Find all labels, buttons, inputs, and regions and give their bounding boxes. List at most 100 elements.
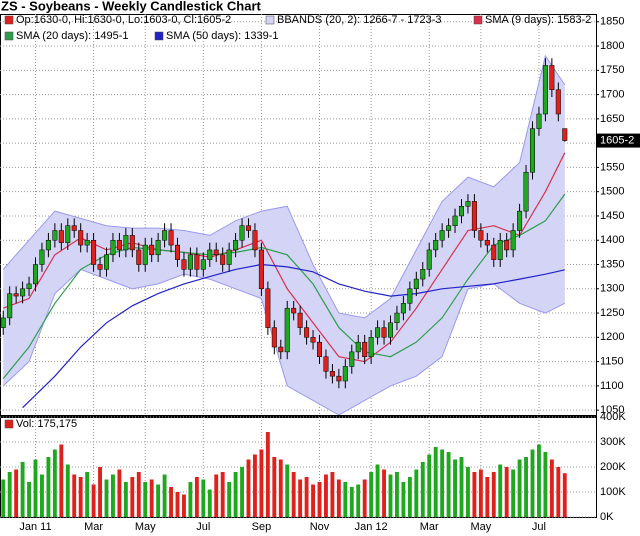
volume-bar bbox=[52, 449, 57, 517]
volume-bar bbox=[440, 449, 445, 517]
volume-bar bbox=[498, 464, 503, 517]
last-price-box bbox=[597, 133, 640, 148]
volume-bar bbox=[511, 469, 516, 517]
candle-body bbox=[310, 337, 316, 343]
band-fill bbox=[3, 55, 565, 415]
candle-body bbox=[381, 327, 387, 338]
y-tick-label: 0K bbox=[600, 511, 614, 523]
band-upper bbox=[2, 54, 566, 319]
volume-bar bbox=[466, 467, 470, 517]
candle-body bbox=[271, 327, 277, 348]
candle-body bbox=[168, 230, 174, 246]
sma-line bbox=[2, 193, 566, 379]
volume-plot bbox=[1, 432, 567, 517]
volume-bar bbox=[491, 472, 496, 517]
price-plot bbox=[0, 54, 568, 415]
candle-body bbox=[426, 249, 432, 270]
volume-bar bbox=[175, 492, 180, 517]
candle-body bbox=[523, 172, 529, 212]
candle-body bbox=[465, 201, 471, 207]
y-tick-label: 1850 bbox=[600, 16, 624, 28]
candle-body bbox=[84, 239, 90, 246]
candle-body bbox=[0, 317, 6, 328]
candle-body bbox=[45, 239, 51, 251]
volume-bar bbox=[291, 472, 296, 517]
axes: 1050 1100 1150 1200 1250 1300 1350 1400 1450 1500… bbox=[19, 16, 640, 533]
candle-body bbox=[491, 244, 497, 260]
legend-label: SMA (9 days): 1583-2 bbox=[485, 14, 591, 26]
volume-bar bbox=[143, 482, 148, 517]
candle-body bbox=[529, 128, 536, 173]
volume-bar bbox=[188, 482, 193, 517]
y-tick-label: 1750 bbox=[600, 64, 624, 76]
volume-bar bbox=[298, 479, 303, 517]
volume-bar bbox=[162, 474, 167, 517]
candle-body bbox=[71, 225, 77, 231]
volume-bar bbox=[362, 479, 367, 517]
volume-bar bbox=[265, 432, 270, 517]
y-tick-label: 1250 bbox=[600, 307, 624, 319]
y-tick-label: 1650 bbox=[600, 113, 624, 125]
candle-body bbox=[433, 239, 439, 251]
volume-bar bbox=[149, 479, 154, 517]
volume-bar bbox=[407, 477, 412, 517]
candle-body bbox=[517, 210, 523, 231]
volume-bar bbox=[504, 467, 509, 517]
volume-bar bbox=[240, 467, 244, 517]
candle-body bbox=[136, 249, 142, 265]
volume-bar bbox=[517, 459, 522, 517]
volume-bar bbox=[472, 472, 477, 517]
last-price-label: 1605-2 bbox=[600, 134, 634, 146]
legend-swatch bbox=[4, 31, 14, 41]
volume-bar bbox=[182, 494, 186, 517]
x-tick-label: Jan 12 bbox=[355, 521, 388, 533]
candle-body bbox=[413, 278, 419, 290]
volume-bar bbox=[433, 447, 438, 517]
volume-bar bbox=[72, 474, 77, 517]
x-tick-label: May bbox=[135, 521, 156, 533]
legend-label: Vol: 175,175 bbox=[16, 418, 77, 430]
candle-body bbox=[58, 230, 64, 243]
candle-body bbox=[284, 307, 290, 353]
y-tick-label: 1500 bbox=[600, 186, 624, 198]
volume-bar bbox=[136, 472, 141, 517]
candle-body bbox=[78, 230, 84, 246]
band-lower bbox=[2, 268, 566, 415]
x-tick-label: Nov bbox=[310, 521, 330, 533]
candle-body bbox=[226, 249, 232, 265]
candle-body bbox=[291, 307, 297, 314]
volume-bar bbox=[65, 464, 70, 517]
candle-body bbox=[342, 366, 348, 382]
candle-body bbox=[504, 239, 510, 251]
volume-bar bbox=[459, 457, 464, 517]
candle-body bbox=[265, 288, 271, 328]
candle-body bbox=[123, 235, 129, 251]
x-tick-label: Sep bbox=[252, 521, 272, 533]
y-tick-label: 1300 bbox=[600, 283, 624, 295]
volume-bar bbox=[388, 474, 393, 517]
candle-body bbox=[375, 327, 381, 338]
x-tick-label: Mar bbox=[84, 521, 103, 533]
volume-bar bbox=[14, 469, 19, 517]
volume-bar bbox=[343, 482, 348, 517]
candle-body bbox=[20, 288, 26, 297]
candle-body bbox=[142, 244, 148, 265]
volume-bar bbox=[117, 469, 122, 517]
x-tick-label: Jan 11 bbox=[19, 521, 51, 533]
volume-bar bbox=[27, 482, 31, 517]
candle-body bbox=[32, 264, 39, 285]
candle-body bbox=[297, 312, 303, 328]
candle-body bbox=[387, 322, 394, 338]
candle-body bbox=[304, 327, 310, 338]
candle-body bbox=[233, 239, 239, 251]
candle-body bbox=[245, 225, 252, 231]
volume-bar bbox=[382, 469, 386, 517]
volume-bar bbox=[78, 477, 83, 517]
volume-bar bbox=[201, 479, 206, 517]
volume-bar bbox=[420, 462, 425, 517]
volume-bar bbox=[311, 484, 315, 517]
candle-body bbox=[39, 249, 45, 265]
candle-body bbox=[542, 65, 548, 115]
volume-bar bbox=[207, 489, 212, 517]
candle-body bbox=[316, 341, 323, 357]
